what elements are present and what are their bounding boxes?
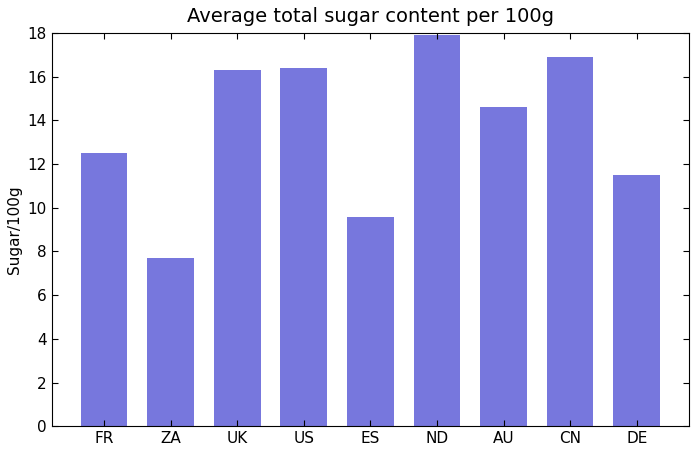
Bar	[613, 175, 660, 426]
Bar	[280, 68, 327, 426]
Bar	[547, 57, 594, 426]
Y-axis label: Sugar/100g: Sugar/100g	[7, 185, 22, 274]
Bar	[81, 153, 127, 426]
Bar	[413, 35, 460, 426]
Title: Average total sugar content per 100g: Average total sugar content per 100g	[187, 7, 554, 26]
Bar	[214, 70, 260, 426]
Bar	[148, 258, 194, 426]
Bar	[347, 217, 394, 426]
Bar	[480, 107, 527, 426]
